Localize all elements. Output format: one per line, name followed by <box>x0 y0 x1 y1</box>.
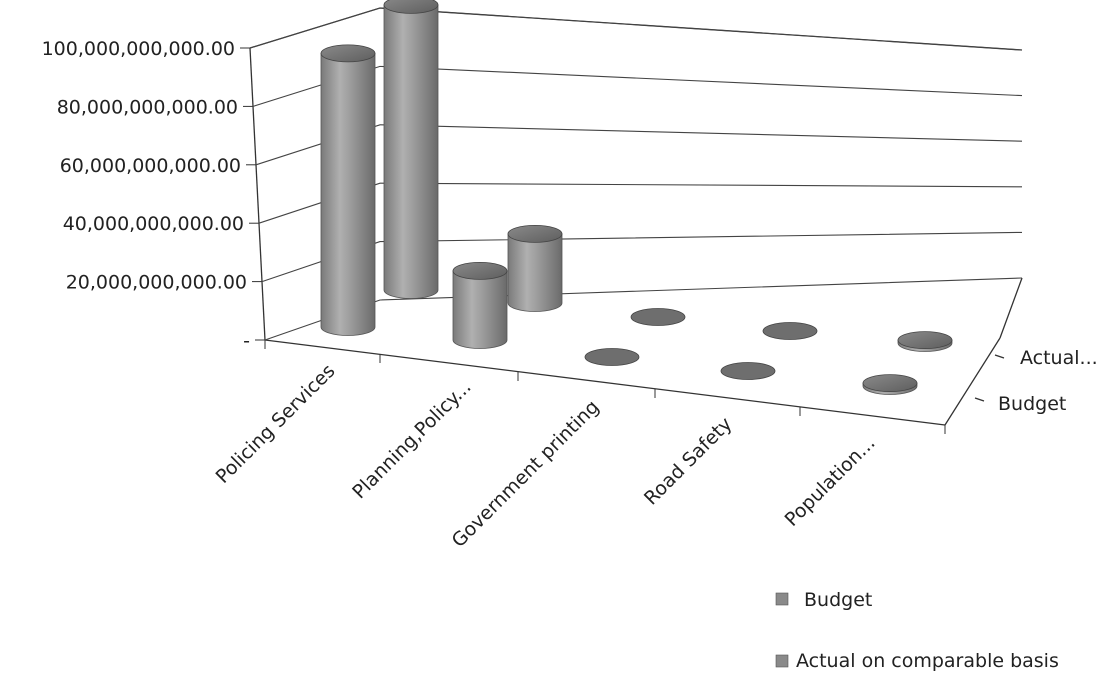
depth-label-actual: Actual... <box>1020 347 1098 369</box>
legend-label-budget: Budget <box>804 589 872 611</box>
y-tick-label: 100,000,000,000.00 <box>42 38 235 60</box>
gridlines <box>249 7 1023 341</box>
bar-budget-1 <box>452 261 508 349</box>
gridline <box>264 277 1023 341</box>
y-tick-label: - <box>243 330 250 352</box>
gridline <box>249 7 1023 51</box>
bar-actual-3 <box>762 322 818 340</box>
floor-front-edge <box>264 339 946 426</box>
category-label: Population... <box>781 432 880 531</box>
category-label: Planning,Policy... <box>348 376 475 503</box>
category-label: Road Safety <box>640 413 737 510</box>
bars <box>320 0 953 395</box>
gridline <box>252 65 1023 107</box>
legend-label-actual: Actual on comparable basis <box>796 650 1059 672</box>
bar-actual-4 <box>897 331 953 352</box>
back-wall-frame <box>249 7 1023 51</box>
bar-actual-0 <box>383 0 439 299</box>
y-axis-ticks: - 20,000,000,000.00 40,000,000,000.00 60,00… <box>42 38 265 352</box>
bar-budget-3 <box>720 362 776 380</box>
category-labels: Policing Services Planning,Policy...Gover… <box>212 340 946 552</box>
right-wall-edge <box>999 277 1023 339</box>
category-label: Government printing <box>448 396 604 552</box>
legend-swatch-actual <box>775 654 789 668</box>
legend: Budget Actual on comparable basis <box>775 589 1059 672</box>
y-tick-label: 20,000,000,000.00 <box>66 272 247 294</box>
y-tick-label: 60,000,000,000.00 <box>60 155 241 177</box>
y-tick-label: 40,000,000,000.00 <box>63 213 244 235</box>
gridline <box>258 182 1023 224</box>
bar-actual-2 <box>630 308 686 326</box>
depth-axis: Actual... Budget <box>974 347 1098 415</box>
gridline <box>261 231 1023 283</box>
gridline <box>255 124 1023 166</box>
bar-budget-2 <box>584 348 640 366</box>
bar-actual-1 <box>507 224 563 312</box>
left-wall-edge <box>249 47 266 341</box>
bar-budget-4 <box>862 374 918 395</box>
category-label: Policing Services <box>212 360 340 488</box>
floor-right-edge <box>944 337 1001 426</box>
depth-label-budget: Budget <box>998 393 1066 415</box>
legend-swatch-budget <box>775 592 789 606</box>
bar-budget-0 <box>320 44 376 336</box>
y-tick-label: 80,000,000,000.00 <box>57 96 238 118</box>
